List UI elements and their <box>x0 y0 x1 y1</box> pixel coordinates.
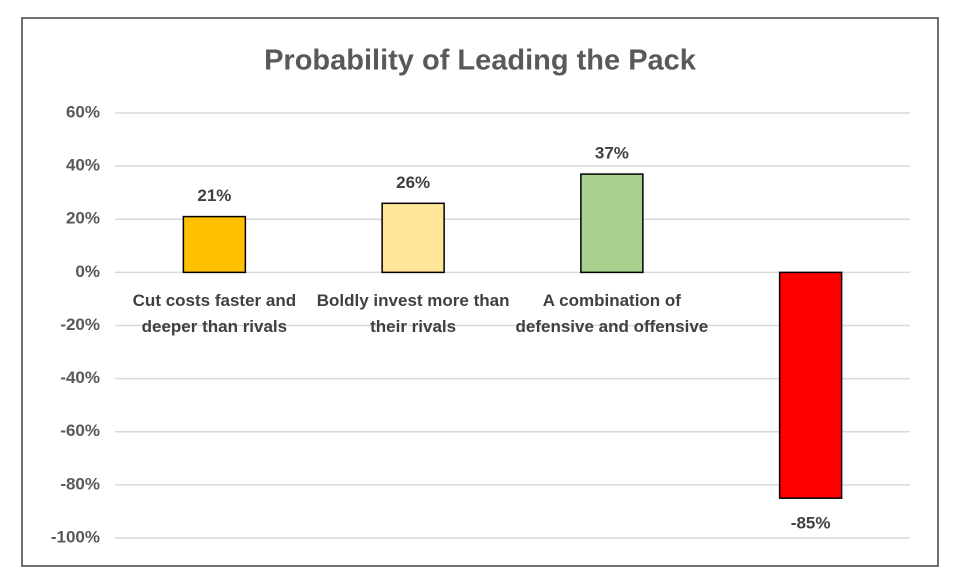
bar <box>182 215 247 274</box>
x-tick-label: Cut costs faster and deeper than rivals <box>132 291 297 337</box>
y-tick-label: -60% <box>60 421 100 440</box>
y-tick-label: -80% <box>60 474 100 493</box>
data-label: 37% <box>595 144 629 163</box>
data-label: 26% <box>396 173 430 192</box>
x-tick-label: Boldly invest more than their rivals <box>316 291 510 337</box>
x-tick-label-box: Boldly invest more than their rivals <box>316 291 510 337</box>
y-tick-label: -40% <box>60 368 100 387</box>
y-tick-label: 0% <box>75 262 100 281</box>
bar <box>580 173 644 274</box>
chart-title: Probability of Leading the Pack <box>264 45 697 77</box>
x-tick-label-box: Cut costs faster and deeper than rivals <box>132 291 297 337</box>
y-tick-label: 20% <box>66 209 100 228</box>
bar <box>381 202 445 274</box>
y-tick-label: 60% <box>66 102 100 121</box>
data-label: 21% <box>197 186 231 205</box>
y-tick-label: 40% <box>66 156 100 175</box>
bar <box>778 271 843 499</box>
y-tick-label: -20% <box>60 315 100 334</box>
y-tick-label: -100% <box>51 527 100 546</box>
data-label: -85% <box>791 514 831 533</box>
x-tick-label: A combination of defensive and offensive <box>515 291 709 337</box>
x-tick-label-box: A combination of defensive and offensive <box>515 291 709 337</box>
